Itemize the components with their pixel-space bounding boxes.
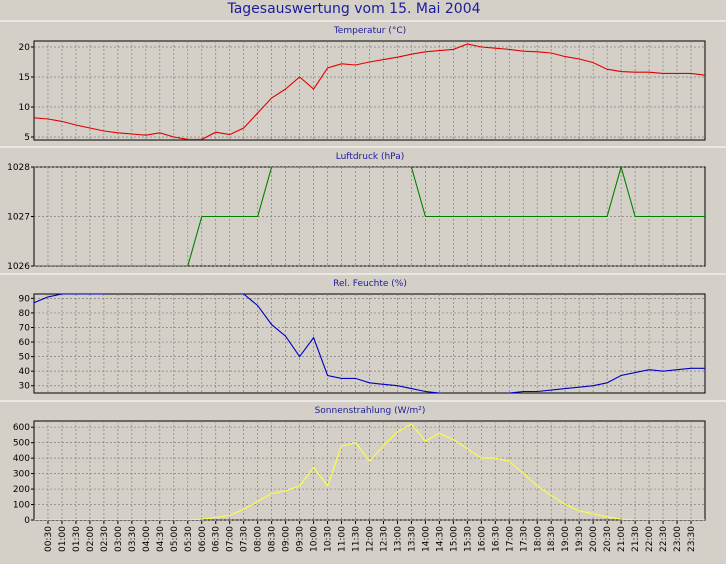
y-tick-label: 70 xyxy=(19,323,31,333)
x-tick-label: 04:00 xyxy=(142,526,152,552)
x-tick-label: 08:00 xyxy=(254,526,264,552)
y-tick-label: 300 xyxy=(13,470,30,480)
x-tick-label: 11:00 xyxy=(338,526,348,552)
x-tick-label: 01:00 xyxy=(58,526,68,552)
radiation-series-line xyxy=(34,423,705,520)
y-tick-label: 60 xyxy=(19,338,31,348)
temperature-title: Temperatur (°C) xyxy=(333,26,406,36)
y-tick-label: 90 xyxy=(19,294,31,304)
x-tick-label: 10:30 xyxy=(324,526,334,552)
radiation-title: Sonnenstrahlung (W/m²) xyxy=(315,406,426,416)
y-tick-label: 15 xyxy=(19,73,30,83)
x-tick-label: 04:30 xyxy=(156,526,166,552)
x-tick-label: 22:30 xyxy=(659,526,669,552)
y-tick-label: 400 xyxy=(13,454,30,464)
x-tick-label: 15:30 xyxy=(463,526,473,552)
x-tick-label: 14:30 xyxy=(435,526,445,552)
humidity-title: Rel. Feuchte (%) xyxy=(333,279,407,289)
y-tick-label: 0 xyxy=(24,516,30,526)
x-tick-label: 17:30 xyxy=(519,526,529,552)
x-tick-label: 12:00 xyxy=(366,526,376,552)
y-tick-label: 1027 xyxy=(7,213,30,223)
x-tick-label: 11:30 xyxy=(352,526,362,552)
x-tick-label: 19:30 xyxy=(575,526,585,552)
y-tick-label: 10 xyxy=(19,103,31,113)
radiation-chart: Sonnenstrahlung (W/m²) 0 100 200 300 400 500 60… xyxy=(0,400,726,526)
x-tick-label: 21:00 xyxy=(617,526,627,552)
x-tick-label: 08:30 xyxy=(268,526,278,552)
x-tick-label: 00:30 xyxy=(44,526,54,552)
y-tick-label: 5 xyxy=(24,133,30,143)
x-tick-label: 15:00 xyxy=(449,526,459,552)
x-tick-label: 20:30 xyxy=(603,526,613,552)
y-tick-label: 40 xyxy=(19,367,31,377)
x-tick-label: 23:30 xyxy=(687,526,697,552)
x-tick-label: 20:00 xyxy=(589,526,599,552)
y-tick-label: 50 xyxy=(19,353,31,363)
x-tick-label: 05:00 xyxy=(170,526,180,552)
x-tick-label: 07:00 xyxy=(226,526,236,552)
x-tick-label: 02:00 xyxy=(86,526,96,552)
x-tick-label: 02:30 xyxy=(100,526,110,552)
x-tick-label: 18:00 xyxy=(533,526,543,552)
y-tick-label: 200 xyxy=(13,485,30,495)
x-tick-label: 12:30 xyxy=(379,526,389,552)
pressure-series-line xyxy=(34,167,705,266)
x-tick-label: 18:30 xyxy=(547,526,557,552)
x-tick-label: 17:00 xyxy=(505,526,515,552)
x-tick-label: 09:30 xyxy=(296,526,306,552)
x-axis: 00:30 01:00 01:30 02:00 02:30 03:00 03:30 04:00… xyxy=(44,521,697,552)
x-tick-label: 09:00 xyxy=(282,526,292,552)
page-title: Tagesauswertung vom 15. Mai 2004 xyxy=(226,1,480,17)
x-tick-label: 23:00 xyxy=(673,526,683,552)
x-tick-label: 07:30 xyxy=(240,526,250,552)
y-tick-label: 500 xyxy=(13,439,30,449)
pressure-title: Luftdruck (hPa) xyxy=(336,152,405,162)
x-tick-label: 14:00 xyxy=(421,526,431,552)
y-tick-label: 20 xyxy=(19,43,31,53)
x-tick-label: 22:00 xyxy=(645,526,655,552)
x-tick-label: 10:00 xyxy=(310,526,320,552)
x-tick-label: 06:30 xyxy=(212,526,222,552)
humidity-series-line xyxy=(34,294,705,393)
x-tick-label: 05:30 xyxy=(184,526,194,552)
y-tick-label: 600 xyxy=(13,423,30,433)
y-tick-label: 100 xyxy=(13,501,30,511)
x-tick-label: 06:00 xyxy=(198,526,208,552)
x-tick-label: 03:30 xyxy=(128,526,138,552)
pressure-chart: Luftdruck (hPa) 1026 1027 1028 xyxy=(0,146,726,272)
y-tick-label: 1028 xyxy=(7,163,30,173)
temperature-chart: Temperatur (°C) 5 10 15 20 xyxy=(0,20,726,143)
x-tick-label: 03:00 xyxy=(114,526,124,552)
x-tick-label: 16:00 xyxy=(477,526,487,552)
y-tick-label: 80 xyxy=(19,309,31,319)
x-tick-label: 19:00 xyxy=(561,526,571,552)
x-tick-label: 13:30 xyxy=(407,526,417,552)
x-tick-label: 01:30 xyxy=(72,526,82,552)
chart-panels: Temperatur (°C) 5 10 15 20 Luftdruck (hPa) 102… xyxy=(0,20,726,526)
x-tick-label: 13:00 xyxy=(393,526,403,552)
x-tick-label: 21:30 xyxy=(631,526,641,552)
x-tick-label: 16:30 xyxy=(491,526,501,552)
y-tick-label: 1026 xyxy=(7,262,30,272)
humidity-chart: Rel. Feuchte (%) 30 40 50 60 70 80 90 xyxy=(0,273,726,394)
y-tick-label: 30 xyxy=(19,382,31,392)
